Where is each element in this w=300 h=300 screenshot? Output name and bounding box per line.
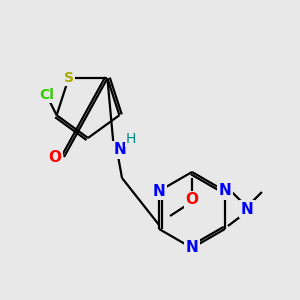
- Text: H: H: [126, 132, 136, 146]
- Text: O: O: [49, 149, 62, 164]
- Text: N: N: [153, 184, 166, 199]
- Text: N: N: [218, 184, 231, 199]
- Text: N: N: [186, 241, 198, 256]
- Text: S: S: [64, 71, 74, 85]
- Text: N: N: [241, 202, 253, 217]
- Text: Cl: Cl: [39, 88, 54, 102]
- Text: O: O: [185, 193, 199, 208]
- Text: N: N: [114, 142, 126, 158]
